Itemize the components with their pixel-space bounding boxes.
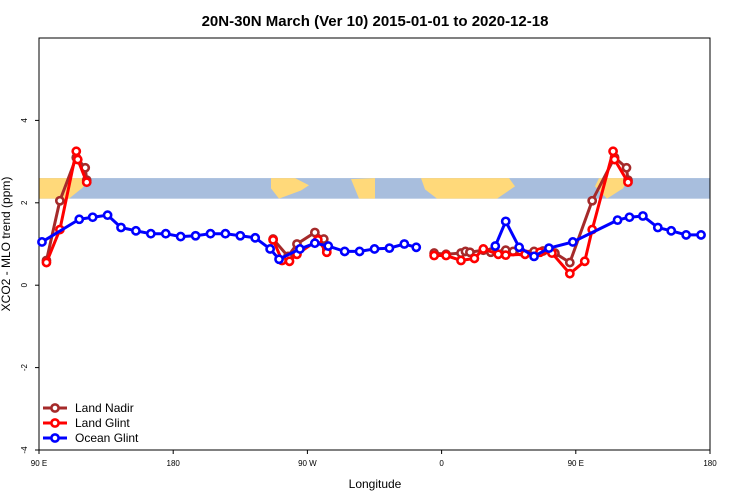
data-point (339, 246, 350, 257)
data-point (175, 231, 186, 242)
data-point (609, 154, 620, 165)
data-point (638, 211, 648, 221)
data-point (564, 257, 575, 268)
data-point (469, 253, 480, 264)
data-point (666, 225, 677, 236)
plot-frame (38, 37, 711, 451)
x-tick-label: 90 E (568, 459, 584, 468)
data-point (441, 250, 451, 261)
x-tick-label: 90 W (298, 459, 317, 468)
map-band (39, 178, 710, 199)
data-point (681, 230, 692, 240)
data-point (369, 244, 380, 254)
x-tick-label: 180 (703, 459, 717, 468)
y-tick-label: 0 (20, 282, 29, 287)
data-point (41, 257, 52, 268)
y-tick-label: 4 (20, 118, 29, 123)
legend-marker (50, 433, 60, 443)
data-point (116, 222, 126, 233)
series-line (45, 150, 89, 264)
x-tick-label: 180 (167, 459, 181, 468)
data-point (37, 237, 47, 247)
data-point (250, 232, 261, 243)
data-point (399, 239, 410, 249)
data-point (696, 230, 706, 240)
data-point (205, 228, 216, 239)
data-point (87, 212, 98, 223)
data-point (384, 243, 395, 254)
series-line (493, 214, 702, 259)
series-layer (37, 146, 706, 279)
data-point (493, 249, 504, 260)
data-point (621, 162, 632, 173)
data-point (131, 225, 141, 236)
x-axis-title: Longitude (349, 477, 402, 491)
data-point (72, 154, 83, 165)
data-point (612, 215, 623, 226)
series-land-glint (41, 146, 633, 279)
data-point (74, 214, 85, 225)
series-ocean-glint (37, 210, 706, 265)
data-point (71, 146, 82, 157)
map-band-land (421, 178, 515, 199)
map-band-land (271, 178, 309, 199)
data-point (160, 228, 171, 239)
data-point (54, 195, 65, 206)
legend-marker (50, 403, 60, 413)
data-point (500, 216, 511, 227)
data-point (235, 230, 246, 241)
data-point (623, 177, 633, 188)
data-point (309, 227, 320, 238)
data-point (652, 222, 663, 233)
data-point (190, 230, 201, 241)
y-tick-label: -2 (20, 363, 29, 371)
data-point (411, 242, 422, 253)
y-axis-title: XCO2 - MLO trend (ppm) (0, 177, 13, 312)
data-point (500, 250, 511, 261)
y-axis: -4 -2 0 2 4 (20, 118, 39, 454)
data-point (145, 228, 156, 239)
data-point (490, 241, 501, 251)
data-point (564, 268, 575, 279)
data-point (309, 238, 320, 249)
data-point (429, 250, 440, 261)
legend-label: Land Glint (75, 416, 130, 430)
data-point (284, 256, 295, 267)
data-point (456, 255, 466, 266)
map-band-land (351, 178, 375, 199)
data-point (81, 177, 92, 188)
data-point (268, 234, 279, 245)
data-point (465, 247, 475, 258)
data-point (514, 242, 525, 253)
data-point (265, 244, 276, 254)
legend-label: Land Nadir (75, 401, 134, 415)
legend-marker (50, 418, 60, 428)
data-point (579, 256, 590, 267)
legend-label: Ocean Glint (75, 431, 139, 445)
y-tick-label: -4 (20, 446, 29, 454)
x-axis: 90 E 180 90 W 0 90 E 180 (31, 450, 717, 468)
data-point (544, 243, 554, 254)
data-point (587, 195, 598, 206)
x-tick-label: 0 (439, 459, 444, 468)
x-tick-label: 90 E (31, 459, 47, 468)
y-tick-label: 2 (20, 200, 29, 205)
data-point (478, 244, 489, 254)
data-point (608, 146, 618, 157)
data-point (354, 246, 365, 257)
data-point (323, 241, 334, 251)
data-point (567, 237, 578, 247)
data-point (220, 228, 231, 239)
chart-title: 20N-30N March (Ver 10) 2015-01-01 to 202… (202, 13, 549, 30)
data-point (295, 244, 305, 254)
data-point (274, 254, 284, 265)
data-point (102, 210, 113, 221)
data-point (624, 212, 635, 223)
data-point (529, 251, 539, 262)
